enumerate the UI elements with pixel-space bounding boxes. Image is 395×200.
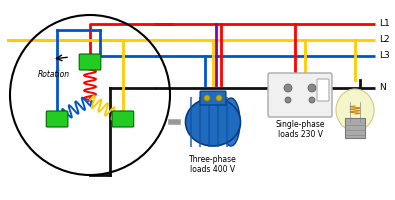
FancyBboxPatch shape bbox=[79, 54, 101, 70]
Text: L2: L2 bbox=[379, 36, 389, 45]
Ellipse shape bbox=[336, 89, 374, 131]
FancyBboxPatch shape bbox=[317, 79, 329, 101]
Text: Single-phase
loads 230 V: Single-phase loads 230 V bbox=[275, 120, 325, 139]
Circle shape bbox=[284, 84, 292, 92]
FancyBboxPatch shape bbox=[200, 91, 226, 105]
Text: N: N bbox=[379, 84, 386, 92]
Text: L3: L3 bbox=[379, 51, 390, 60]
Circle shape bbox=[308, 84, 316, 92]
FancyBboxPatch shape bbox=[268, 73, 332, 117]
Circle shape bbox=[285, 97, 291, 103]
Text: L1: L1 bbox=[379, 20, 390, 28]
Ellipse shape bbox=[186, 98, 241, 146]
Text: Three-phase
loads 400 V: Three-phase loads 400 V bbox=[189, 155, 237, 174]
Text: Rotation: Rotation bbox=[38, 70, 70, 79]
FancyBboxPatch shape bbox=[46, 111, 68, 127]
FancyBboxPatch shape bbox=[112, 111, 134, 127]
Circle shape bbox=[216, 95, 222, 101]
Circle shape bbox=[309, 97, 315, 103]
Bar bbox=[345, 118, 365, 138]
Ellipse shape bbox=[222, 98, 240, 146]
Circle shape bbox=[204, 95, 210, 101]
